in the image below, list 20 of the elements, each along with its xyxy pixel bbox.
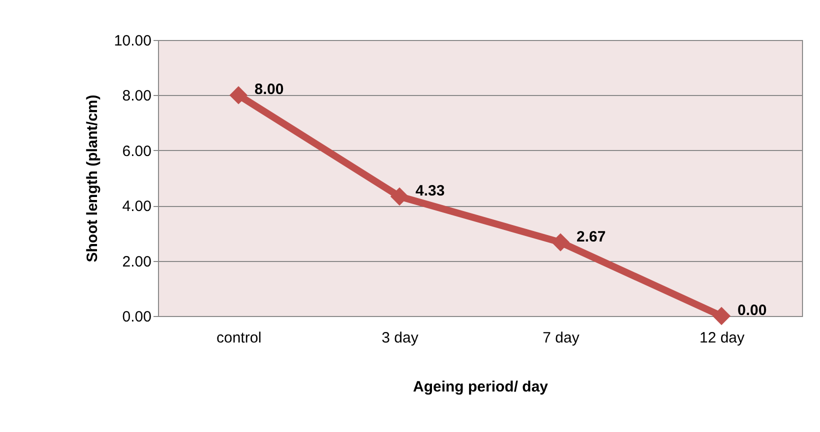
y-tick-label: 8.00 — [122, 88, 152, 105]
y-tick-label: 0.00 — [122, 308, 152, 326]
y-axis-title: Shoot length (plant/cm) — [84, 94, 101, 262]
y-tick-label: 4.00 — [122, 198, 152, 216]
point — [712, 306, 731, 326]
data-label: 8.00 — [254, 81, 284, 98]
point — [229, 86, 248, 104]
data-label: 4.33 — [416, 182, 445, 200]
y-tick-label: 6.00 — [122, 142, 152, 160]
y-tick-label: 10.00 — [114, 32, 152, 50]
x-tick-label: 3 day — [382, 330, 419, 346]
data-label: 2.67 — [576, 228, 606, 246]
x-axis-title: Ageing period/ day — [412, 378, 549, 396]
x-tick-label: 7 day — [542, 330, 580, 346]
y-tick-label: 2.00 — [122, 253, 152, 270]
data-label: 0.00 — [738, 302, 767, 319]
point — [390, 187, 409, 206]
point — [551, 233, 570, 252]
x-tick-label: control — [216, 330, 262, 346]
x-tick-label: 12 day — [699, 330, 746, 346]
